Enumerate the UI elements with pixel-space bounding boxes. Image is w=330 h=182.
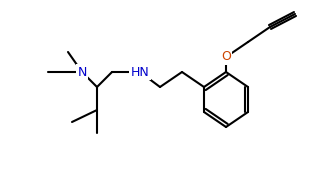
Text: O: O xyxy=(221,50,231,64)
Text: N: N xyxy=(77,66,87,78)
Text: HN: HN xyxy=(131,66,149,78)
